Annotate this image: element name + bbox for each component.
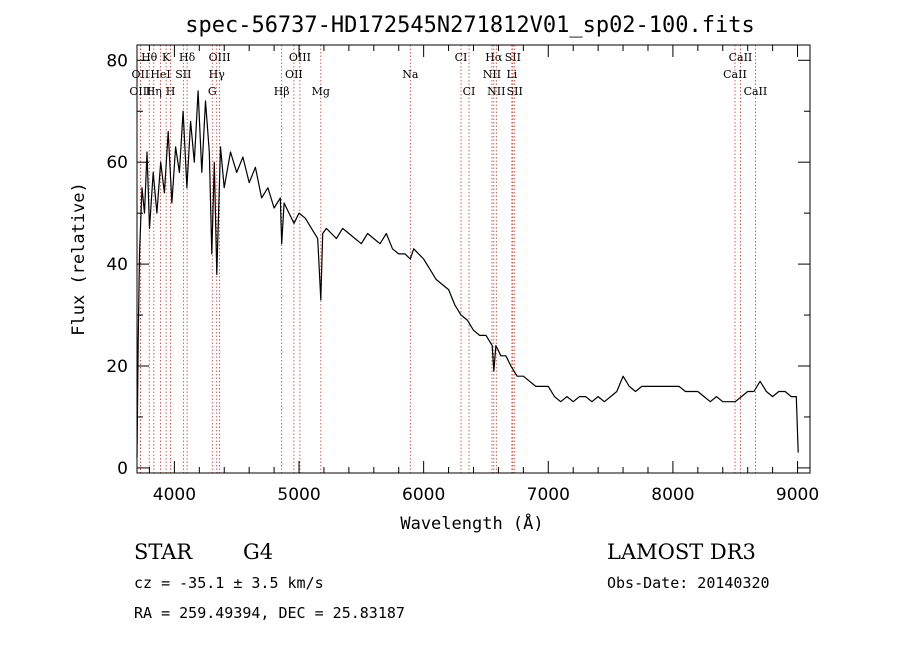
- x-tick-label-3: 7000: [527, 485, 570, 505]
- x-tick-label-4: 8000: [651, 485, 694, 505]
- line-label-20: SII: [505, 51, 521, 64]
- y-tick-label-2: 40: [106, 255, 128, 275]
- line-label-25: CaII: [729, 51, 753, 64]
- x-axis-label: Wavelength (Å): [400, 512, 543, 534]
- line-label-12: OIII: [289, 51, 311, 64]
- line-label-2: OIII: [129, 85, 151, 98]
- line-label-21: NII: [483, 68, 501, 81]
- line-label-18: CI: [463, 85, 476, 98]
- line-label-6: SII: [175, 68, 191, 81]
- line-label-9: OIII: [209, 51, 231, 64]
- y-tick-label-3: 60: [106, 153, 128, 173]
- redshift-value: cz = -35.1 ± 3.5 km/s: [134, 574, 324, 592]
- line-label-11: G: [208, 85, 217, 98]
- line-label-4: HeI: [150, 68, 170, 81]
- y-tick-label-0: 0: [117, 459, 128, 479]
- line-label-7: H: [166, 85, 176, 98]
- line-label-0: Hθ: [141, 51, 158, 64]
- line-label-15: Mg: [312, 85, 330, 98]
- line-label-22: Li: [506, 68, 517, 81]
- obs-date: Obs-Date: 20140320: [607, 574, 770, 592]
- line-label-13: OII: [285, 68, 303, 81]
- plot-frame: [136, 44, 811, 474]
- y-tick-label-1: 20: [106, 357, 128, 377]
- line-label-5: Hη: [146, 85, 162, 98]
- survey-name: LAMOST DR3: [607, 540, 756, 564]
- line-label-10: Hγ: [209, 68, 226, 81]
- series-spectrum: [136, 90, 799, 458]
- line-label-26: CaII: [723, 68, 747, 81]
- line-label-3: K: [162, 51, 171, 64]
- subclass: G4: [243, 540, 274, 564]
- line-label-8: Hδ: [179, 51, 196, 64]
- line-label-23: NII: [487, 85, 505, 98]
- axis-ticks: 4000 5000 6000 7000 8000 9000 0 20 40 60 80: [106, 45, 819, 505]
- x-tick-label-0: 4000: [153, 485, 196, 505]
- x-tick-label-5: 9000: [776, 485, 819, 505]
- line-label-14: Hβ: [274, 85, 290, 98]
- chart-title: spec-56737-HD172545N271812V01_sp02-100.f…: [185, 13, 755, 38]
- line-label-16: Na: [402, 68, 419, 81]
- coordinates: RA = 259.49394, DEC = 25.83187: [134, 604, 405, 622]
- x-tick-label-1: 5000: [277, 485, 320, 505]
- object-class: STAR: [134, 540, 193, 564]
- series-layer: [136, 90, 799, 458]
- y-tick-label-4: 80: [106, 51, 128, 71]
- line-label-27: CaII: [744, 85, 768, 98]
- line-label-19: Hα: [485, 51, 503, 64]
- line-label-17: CI: [455, 51, 468, 64]
- y-axis-label: Flux (relative): [69, 182, 89, 336]
- x-tick-label-2: 6000: [402, 485, 445, 505]
- line-label-24: SII: [507, 85, 523, 98]
